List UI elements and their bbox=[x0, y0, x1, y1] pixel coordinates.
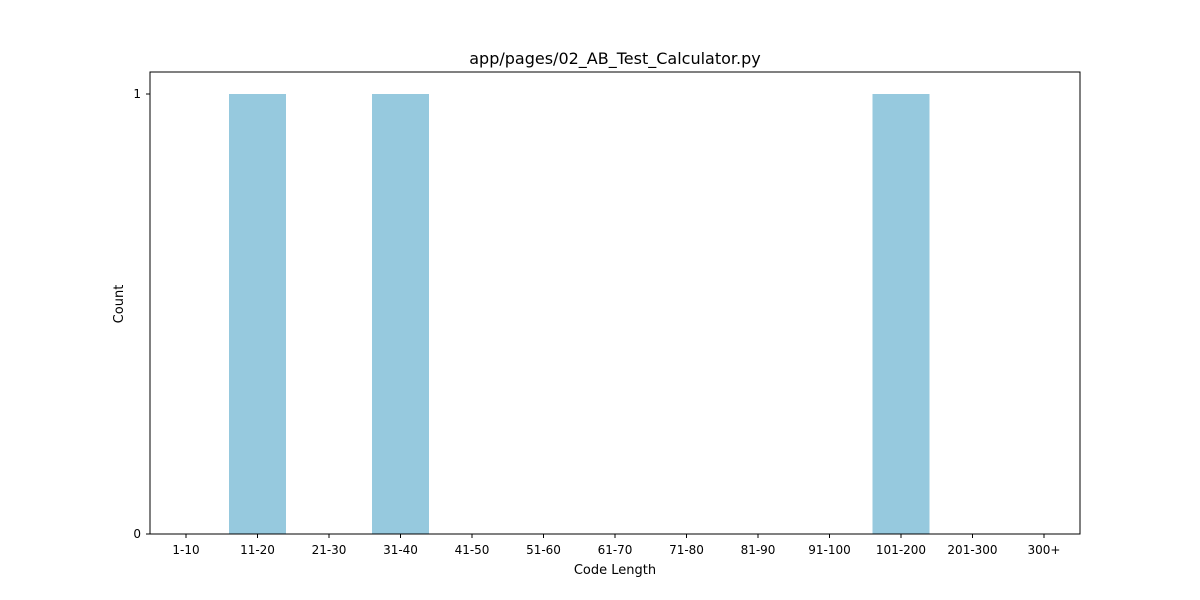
x-axis-label: Code Length bbox=[574, 563, 656, 578]
x-tick-label: 91-100 bbox=[808, 543, 851, 557]
y-tick-label: 1 bbox=[133, 87, 141, 101]
x-tick-label: 1-10 bbox=[172, 543, 199, 557]
x-tick-label: 31-40 bbox=[383, 543, 418, 557]
x-tick-label: 71-80 bbox=[669, 543, 704, 557]
x-tick-label: 61-70 bbox=[598, 543, 633, 557]
plot-background bbox=[150, 72, 1080, 534]
chart-title: app/pages/02_AB_Test_Calculator.py bbox=[469, 49, 760, 69]
bar-31-40 bbox=[372, 94, 429, 534]
x-tick-label: 11-20 bbox=[240, 543, 275, 557]
bars-group bbox=[229, 94, 930, 534]
bar-11-20 bbox=[229, 94, 286, 534]
x-tick-label: 101-200 bbox=[876, 543, 926, 557]
x-tick-label: 51-60 bbox=[526, 543, 561, 557]
x-tick-label: 41-50 bbox=[455, 543, 490, 557]
y-tick-label: 0 bbox=[133, 527, 141, 541]
bar-101-200 bbox=[872, 94, 930, 534]
x-tick-label: 21-30 bbox=[312, 543, 347, 557]
y-axis-label: Count bbox=[112, 285, 127, 324]
plot-frame bbox=[149, 71, 1081, 535]
x-ticks-group: 1-10 11-20 21-30 31-40 41-50 51-60 61-70 71-80 8… bbox=[172, 534, 1060, 557]
y-ticks-group: 01 bbox=[133, 87, 150, 541]
x-tick-label: 201-300 bbox=[947, 543, 997, 557]
x-tick-label: 81-90 bbox=[741, 543, 776, 557]
x-tick-label: 300+ bbox=[1028, 543, 1061, 557]
